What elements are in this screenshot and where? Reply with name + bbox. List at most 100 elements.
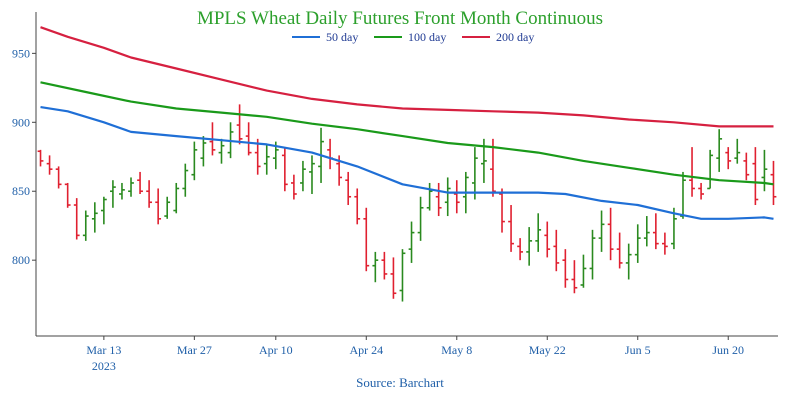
ohlc-bar xyxy=(562,249,569,288)
series-line-200-day xyxy=(40,26,774,128)
ohlc-bar xyxy=(544,221,551,258)
ohlc-bar xyxy=(634,224,641,263)
ohlc-bar xyxy=(444,177,451,217)
x-tick-label: Jun 20 xyxy=(712,343,744,357)
ohlc-bar xyxy=(471,147,478,200)
ohlc-bar xyxy=(761,149,768,192)
legend-label-200-day: 200 day xyxy=(496,30,534,44)
ohlc-bar xyxy=(535,213,542,252)
ohlc-bar xyxy=(689,147,695,197)
ohlc-bar xyxy=(164,196,171,219)
legend-item-100-day: 100 day xyxy=(374,30,446,44)
ohlc-bar xyxy=(236,104,243,145)
ohlc-bar xyxy=(254,138,261,175)
ohlc-bar xyxy=(345,171,352,206)
x-tick-label: May 22 xyxy=(529,343,566,357)
y-tick-label: 950 xyxy=(12,46,30,60)
chart-title: MPLS Wheat Daily Futures Front Month Con… xyxy=(197,8,603,29)
ohlc-bar xyxy=(290,174,297,200)
ohlc-bar xyxy=(146,180,153,208)
ohlc-bar xyxy=(309,155,315,194)
ohlc-bar xyxy=(381,251,388,280)
ohlc-bar xyxy=(191,141,198,181)
ohlc-bar xyxy=(661,232,668,255)
x-axis-labels: Mar 13 2023 Mar 27 Apr 10 Apr 24 May 8 May 22 J… xyxy=(86,343,744,373)
ohlc-bar xyxy=(372,251,379,283)
ohlc-bar xyxy=(363,207,370,272)
ohlc-bar xyxy=(82,210,89,241)
ohlc-bar xyxy=(580,254,587,288)
ohlc-bar xyxy=(625,243,632,280)
ohlc-bar xyxy=(281,147,288,192)
ohlc-bar xyxy=(698,182,704,200)
x-tick-year-label: 2023 xyxy=(92,359,116,373)
ohlc-bar xyxy=(110,180,116,208)
x-tick-label: Jun 5 xyxy=(625,343,651,357)
ohlc-bar xyxy=(671,207,677,250)
legend-label-100-day: 100 day xyxy=(408,30,446,44)
ohlc-bar xyxy=(652,213,659,250)
ohlc-bar xyxy=(354,188,361,225)
ohlc-bar xyxy=(327,138,333,170)
ohlc-bar xyxy=(743,152,750,181)
ohlc-bar xyxy=(499,188,505,233)
ohlc-bar xyxy=(571,260,578,294)
ohlc-bar xyxy=(399,249,406,302)
ohlc-bar xyxy=(490,138,496,197)
ohlc-bar xyxy=(408,221,415,263)
ohlc-bar xyxy=(426,182,433,211)
ohlc-bar xyxy=(417,196,424,241)
ohlc-bar xyxy=(200,136,207,167)
y-tick-label: 900 xyxy=(12,115,30,129)
x-tick-label: Apr 24 xyxy=(349,343,383,357)
legend-item-50-day: 50 day xyxy=(292,30,358,44)
ohlc-bar xyxy=(55,166,62,189)
ohlc-bar xyxy=(73,198,80,240)
ohlc-bar xyxy=(155,188,162,225)
ohlc-bar xyxy=(707,149,714,190)
ohlc-bar xyxy=(128,177,134,197)
legend-item-200-day: 200 day xyxy=(462,30,534,44)
x-tick-label: Apr 10 xyxy=(259,343,293,357)
x-tick-label: Mar 27 xyxy=(177,343,212,357)
ohlc-bar xyxy=(173,182,180,214)
legend: 50 day 100 day 200 day xyxy=(292,30,534,44)
legend-label-50-day: 50 day xyxy=(326,30,358,44)
ohlc-bar xyxy=(508,205,514,252)
ohlc-bar xyxy=(119,182,125,200)
ohlc-bar xyxy=(435,182,442,217)
series-line-100-day xyxy=(40,81,774,186)
moving-average-lines xyxy=(40,26,774,220)
ohlc-bar xyxy=(643,216,650,247)
ohlc-bar xyxy=(91,202,98,233)
ohlc-bar xyxy=(218,138,225,164)
ohlc-bar xyxy=(716,129,723,172)
ohlc-bar xyxy=(453,180,460,214)
ohlc-bar xyxy=(734,138,741,164)
ohlc-bar xyxy=(526,227,533,266)
ohlc-bar xyxy=(598,210,605,252)
ohlc-bar xyxy=(589,229,596,280)
chart-source: Source: Barchart xyxy=(356,375,444,390)
ohlc-bar xyxy=(245,122,252,156)
ohlc-bar xyxy=(263,144,270,175)
ohlc-bar xyxy=(752,147,759,206)
ohlc-bar xyxy=(390,257,397,299)
ohlc-bar xyxy=(607,207,614,261)
axes xyxy=(32,12,778,340)
ohlc-bar xyxy=(770,160,777,206)
ohlc-bar xyxy=(553,229,560,272)
y-tick-label: 800 xyxy=(12,253,30,267)
ohlc-bar xyxy=(100,196,107,225)
y-axis-labels: 800 850 900 950 xyxy=(12,46,30,267)
ohlc-bar xyxy=(616,232,623,269)
ohlc-bar xyxy=(300,160,306,192)
ohlc-bar xyxy=(517,238,524,261)
ohlc-bar xyxy=(46,155,53,175)
ohlc-bar xyxy=(725,147,732,170)
ohlc-bar xyxy=(182,163,189,197)
y-tick-label: 850 xyxy=(12,184,30,198)
ohlc-bar xyxy=(37,149,44,167)
x-tick-label: Mar 13 xyxy=(86,343,121,357)
